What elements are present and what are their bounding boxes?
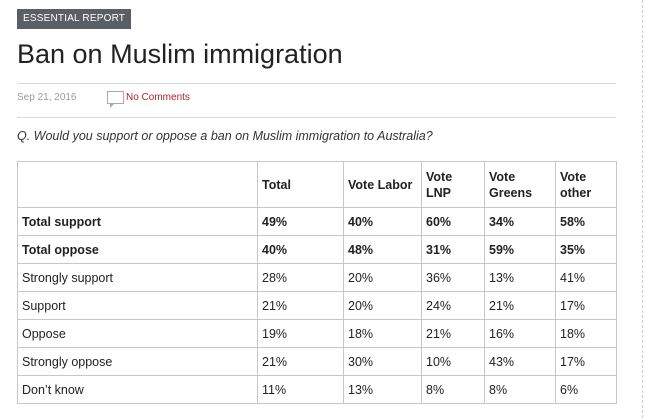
category-badge[interactable]: ESSENTIAL REPORT — [17, 9, 132, 29]
cell-vote-lnp: 60% — [421, 207, 485, 236]
row-label: Strongly support — [17, 263, 258, 292]
header-cell-vote-lnp: Vote LNP — [421, 161, 485, 208]
cell-vote-greens: 13% — [484, 263, 556, 292]
cell-vote-labor: 48% — [343, 235, 422, 264]
right-border-divider — [642, 0, 643, 418]
cell-vote-lnp: 21% — [421, 319, 485, 348]
cell-total: 19% — [257, 319, 344, 348]
cell-total: 11% — [257, 375, 344, 404]
row-label: Total oppose — [17, 235, 258, 264]
comments-link[interactable]: No Comments — [126, 92, 190, 103]
poll-results-table: Total Vote Labor Vote LNP Vote Greens Vo… — [17, 161, 617, 404]
cell-vote-labor: 13% — [343, 375, 422, 404]
table-header-row: Total Vote Labor Vote LNP Vote Greens Vo… — [17, 161, 617, 208]
cell-vote-labor: 30% — [343, 347, 422, 376]
cell-total: 21% — [257, 347, 344, 376]
header-cell-vote-other: Vote other — [555, 161, 617, 208]
cell-vote-labor: 20% — [343, 291, 422, 320]
cell-vote-lnp: 8% — [421, 375, 485, 404]
cell-vote-greens: 43% — [484, 347, 556, 376]
header-cell-total: Total — [257, 161, 344, 208]
meta-divider — [17, 117, 616, 118]
cell-vote-lnp: 24% — [421, 291, 485, 320]
cell-total: 49% — [257, 207, 344, 236]
header-cell-vote-labor: Vote Labor — [343, 161, 422, 208]
cell-vote-greens: 59% — [484, 235, 556, 264]
cell-vote-greens: 8% — [484, 375, 556, 404]
cell-vote-other: 18% — [555, 319, 617, 348]
cell-vote-labor: 40% — [343, 207, 422, 236]
cell-total: 28% — [257, 263, 344, 292]
title-divider — [17, 83, 616, 84]
cell-vote-other: 35% — [555, 235, 617, 264]
cell-vote-lnp: 31% — [421, 235, 485, 264]
cell-vote-lnp: 10% — [421, 347, 485, 376]
cell-vote-other: 58% — [555, 207, 617, 236]
cell-vote-other: 6% — [555, 375, 617, 404]
cell-vote-labor: 20% — [343, 263, 422, 292]
table-row: Support 21% 20% 24% 21% 17% — [17, 291, 617, 320]
row-label: Don’t know — [17, 375, 258, 404]
table-row: Total support 49% 40% 60% 34% 58% — [17, 207, 617, 236]
table-row: Strongly oppose 21% 30% 10% 43% 17% — [17, 347, 617, 376]
table-row: Total oppose 40% 48% 31% 59% 35% — [17, 235, 617, 264]
header-cell-vote-greens: Vote Greens — [484, 161, 556, 208]
cell-vote-other: 17% — [555, 347, 617, 376]
row-label: Total support — [17, 207, 258, 236]
cell-vote-lnp: 36% — [421, 263, 485, 292]
cell-vote-other: 17% — [555, 291, 617, 320]
row-label: Oppose — [17, 319, 258, 348]
cell-vote-greens: 34% — [484, 207, 556, 236]
row-label: Support — [17, 291, 258, 320]
comment-icon[interactable] — [107, 91, 124, 108]
post-date: Sep 21, 2016 — [17, 92, 77, 103]
row-label: Strongly oppose — [17, 347, 258, 376]
table-row: Strongly support 28% 20% 36% 13% 41% — [17, 263, 617, 292]
cell-vote-greens: 21% — [484, 291, 556, 320]
cell-total: 21% — [257, 291, 344, 320]
cell-vote-greens: 16% — [484, 319, 556, 348]
header-cell-label — [17, 161, 258, 208]
table-row: Don’t know 11% 13% 8% 8% 6% — [17, 375, 617, 404]
survey-question: Q. Would you support or oppose a ban on … — [17, 129, 433, 143]
cell-total: 40% — [257, 235, 344, 264]
cell-vote-labor: 18% — [343, 319, 422, 348]
table-row: Oppose 19% 18% 21% 16% 18% — [17, 319, 617, 348]
cell-vote-other: 41% — [555, 263, 617, 292]
article-title[interactable]: Ban on Muslim immigration — [17, 39, 343, 69]
